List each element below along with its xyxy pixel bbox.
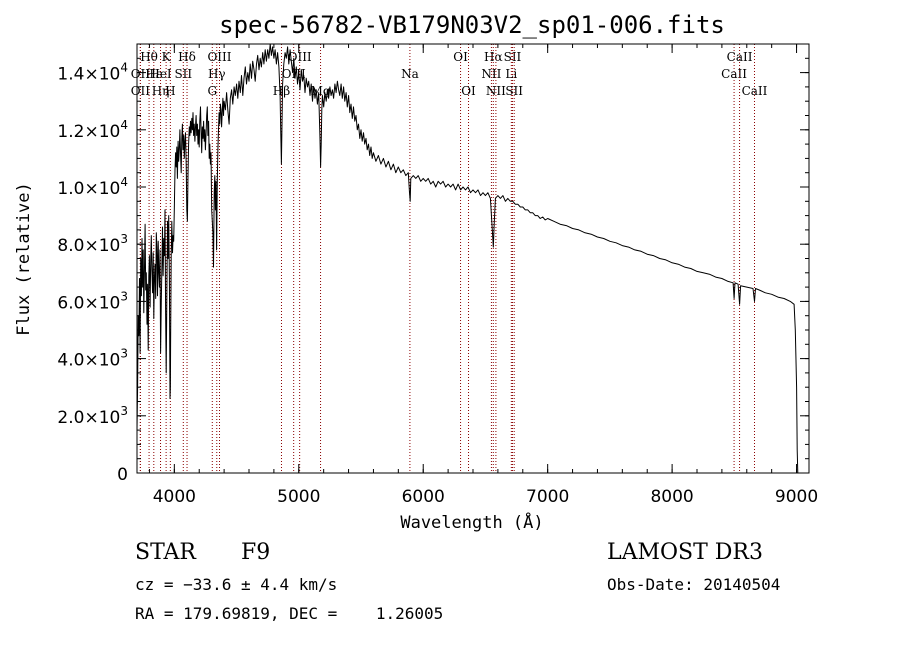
spectral-line-label: SII: [504, 50, 522, 64]
spectral-line-label: SII: [505, 84, 523, 98]
spectral-line-label: CaII: [727, 50, 753, 64]
object-subclass: F9: [241, 540, 271, 565]
y-tick-label: 1.0×104: [57, 175, 128, 199]
spectral-line-label: Hδ: [178, 50, 196, 64]
y-tick-label: 6.0×103: [57, 289, 128, 313]
y-tick-label: 1.4×104: [57, 61, 128, 85]
spectral-line-label: OIII: [207, 50, 231, 64]
y-tick-label: 0: [117, 465, 128, 485]
spectral-line-label: NII: [486, 84, 506, 98]
y-tick-exponent: 3: [120, 347, 128, 361]
x-tick-label: 9000: [775, 487, 818, 507]
y-tick-mantissa: 1.0: [57, 179, 84, 199]
y-tick-base: ×10: [84, 236, 120, 256]
spectral-line-label: OI: [461, 84, 476, 98]
x-tick-label: 4000: [153, 487, 196, 507]
y-tick-label: 2.0×103: [57, 404, 128, 428]
y-tick-mantissa: 1.2: [57, 122, 84, 142]
spectral-line-label: CaII: [721, 67, 747, 81]
spectral-line-label: Li: [505, 67, 517, 81]
spectral-line-label: OI: [453, 50, 468, 64]
observation-date: Obs-Date: 20140504: [607, 575, 781, 594]
y-tick-exponent: 4: [120, 175, 128, 189]
spectral-line-label: HeI: [149, 67, 172, 81]
y-tick-exponent: 3: [120, 232, 128, 246]
spectral-line-label: Hα: [484, 50, 503, 64]
object-class: STAR: [135, 540, 196, 565]
survey-name: LAMOST DR3: [607, 540, 763, 565]
x-axis-label: Wavelength (Å): [400, 511, 543, 533]
spectral-line-label: SII: [174, 67, 192, 81]
series-layer: [136, 43, 799, 474]
y-tick-mantissa: 4.0: [57, 351, 84, 371]
y-tick-exponent: 4: [120, 118, 128, 132]
y-tick-exponent: 3: [120, 289, 128, 303]
spectral-line-label: K: [162, 50, 172, 64]
spectral-line-label: Hε: [145, 67, 162, 81]
y-tick-base: ×10: [84, 408, 120, 428]
redshift-readout: cz = −33.6 ± 4.4 km/s: [135, 575, 338, 594]
y-tick-mantissa: 6.0: [57, 293, 84, 313]
x-tick-label: 8000: [650, 487, 693, 507]
axis-ticks: 4000 5000 6000 7000 8000 900002.0×1034.0×1036…: [57, 44, 818, 507]
y-tick-label: 4.0×103: [57, 347, 128, 371]
spectral-line-label: Hθ: [140, 50, 158, 64]
spectral-line-label: H: [165, 84, 175, 98]
y-axis-label: Flux (relative): [14, 182, 34, 336]
spectral-line-label: NII: [481, 67, 501, 81]
spectral-line-label: G: [207, 84, 217, 98]
spectral-line-label: Hη: [152, 84, 170, 98]
chart-title: spec-56782-VB179N03V2_sp01-006.fits: [219, 11, 725, 39]
spectrum-series-line: [136, 43, 799, 474]
y-tick-mantissa: 1.4: [57, 65, 84, 85]
spectral-line-label: Hβ: [273, 84, 290, 98]
y-tick-label: 1.2×104: [57, 118, 128, 142]
y-tick-base: ×10: [84, 179, 120, 199]
axes-frame: [136, 43, 810, 474]
y-tick-base: ×10: [84, 351, 120, 371]
y-tick-label: 8.0×103: [57, 232, 128, 256]
spectral-line-label: Hγ: [208, 67, 226, 81]
spectral-line-label: OIII: [282, 67, 306, 81]
y-tick-base: ×10: [84, 65, 120, 85]
y-tick-base: ×10: [84, 293, 120, 313]
x-tick-label: 5000: [277, 487, 320, 507]
y-tick-mantissa: 2.0: [57, 408, 84, 428]
y-tick-exponent: 3: [120, 404, 128, 418]
spectral-line-label: Na: [401, 67, 419, 81]
y-tick-base: ×10: [84, 122, 120, 142]
coordinates-readout: RA = 179.69819, DEC = 1.26005: [135, 604, 444, 623]
spectral-line-label: CaII: [742, 84, 768, 98]
y-tick-exponent: 4: [120, 61, 128, 75]
y-tick-mantissa: 8.0: [57, 236, 84, 256]
x-tick-label: 7000: [526, 487, 569, 507]
spectral-line-label: OII: [131, 84, 151, 98]
x-tick-label: 6000: [402, 487, 445, 507]
